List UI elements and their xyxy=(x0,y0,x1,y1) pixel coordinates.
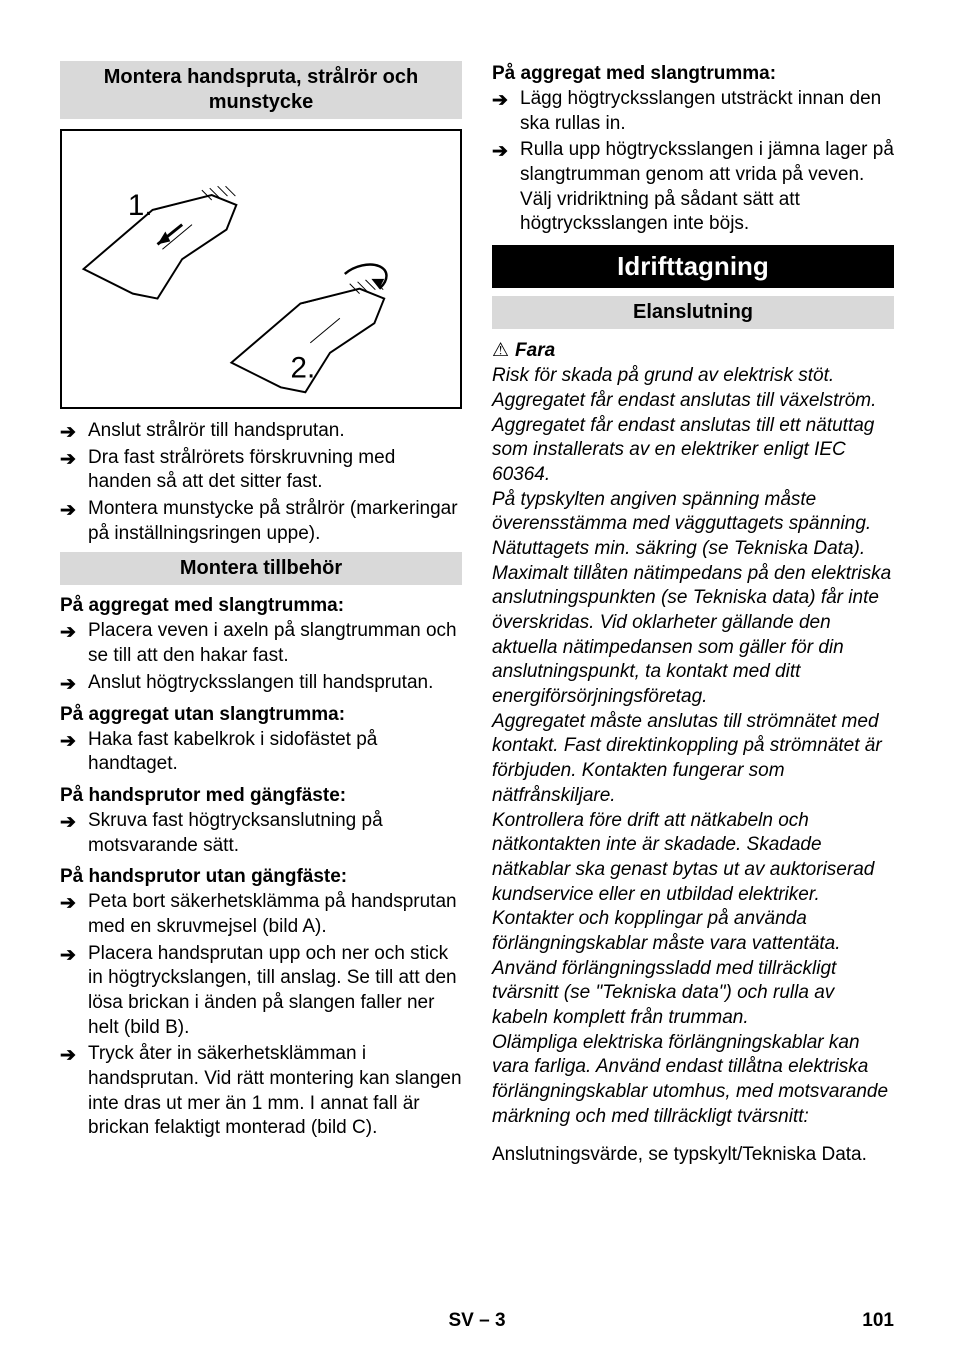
right-column: På aggregat med slangtrumma: ➔ Lägg högtr… xyxy=(492,55,894,1168)
list-item: ➔ Peta bort säkerhetsklämma på handspruta… xyxy=(60,890,462,939)
footer-language-page: SV – 3 xyxy=(448,1310,505,1332)
assembly-steps-list: ➔ Anslut strålrör till handsprutan. ➔ Dra … xyxy=(60,419,462,546)
arrow-icon: ➔ xyxy=(60,421,76,446)
hose-drum-right-list: ➔ Lägg högtrycksslangen utsträckt innan d… xyxy=(492,87,894,237)
figure-label-2: 2. xyxy=(291,351,316,384)
list-item: ➔ Placera veven i axeln på slangtrumman o… xyxy=(60,619,462,668)
list-text: Dra fast strålrörets förskruvning med ha… xyxy=(88,447,395,493)
hose-drum-list: ➔ Placera veven i axeln på slangtrumman o… xyxy=(60,619,462,695)
list-item: ➔ Dra fast strålrörets förskruvning med h… xyxy=(60,446,462,495)
danger-heading: ⚠ Fara xyxy=(492,339,894,362)
list-text: Lägg högtrycksslangen utsträckt innan de… xyxy=(520,88,881,134)
subheading-no-threaded-mount: På handsprutor utan gängfäste: xyxy=(60,866,462,888)
arrow-icon: ➔ xyxy=(60,499,76,524)
danger-label: Fara xyxy=(515,340,555,361)
arrow-icon: ➔ xyxy=(60,621,76,646)
arrow-icon: ➔ xyxy=(60,448,76,473)
subheading-threaded-mount: På handsprutor med gängfäste: xyxy=(60,785,462,807)
figure-label-1: 1. xyxy=(128,189,153,222)
section-heading-electrical: Elanslutning xyxy=(492,296,894,329)
list-text: Anslut strålrör till handsprutan. xyxy=(88,420,345,441)
list-item: ➔ Haka fast kabelkrok i sidofästet på han… xyxy=(60,728,462,777)
list-item: ➔ Montera munstycke på strålrör (markerin… xyxy=(60,497,462,546)
arrow-icon: ➔ xyxy=(492,89,508,114)
arrow-icon: ➔ xyxy=(60,811,76,836)
connection-value-note: Anslutningsvärde, se typskylt/Tekniska D… xyxy=(492,1143,894,1168)
warning-icon: ⚠ xyxy=(492,340,509,361)
list-item: ➔ Rulla upp högtrycksslangen i jämna lage… xyxy=(492,138,894,237)
list-text: Placera veven i axeln på slangtrumman oc… xyxy=(88,620,457,666)
list-item: ➔ Anslut strålrör till handsprutan. xyxy=(60,419,462,444)
section-heading-assembly: Montera handspruta, strålrör och munstyc… xyxy=(60,61,462,119)
left-column: Montera handspruta, strålrör och munstyc… xyxy=(60,55,462,1168)
subheading-without-hose-drum: På aggregat utan slangtrumma: xyxy=(60,704,462,726)
arrow-icon: ➔ xyxy=(60,673,76,698)
list-text: Rulla upp högtrycksslangen i jämna lager… xyxy=(520,139,894,234)
list-text: Montera munstycke på strålrör (markering… xyxy=(88,498,458,544)
list-item: ➔ Tryck åter in säkerhetsklämman i handsp… xyxy=(60,1042,462,1141)
no-hose-drum-list: ➔ Haka fast kabelkrok i sidofästet på han… xyxy=(60,728,462,777)
list-text: Anslut högtrycksslangen till handsprutan… xyxy=(88,672,433,693)
list-text: Haka fast kabelkrok i sidofästet på hand… xyxy=(88,729,377,775)
list-text: Skruva fast högtrycksanslutning på motsv… xyxy=(88,810,383,856)
assembly-diagram: 1. xyxy=(60,129,462,409)
list-text: Peta bort säkerhetsklämma på handsprutan… xyxy=(88,891,457,937)
arrow-icon: ➔ xyxy=(60,1044,76,1069)
page: Montera handspruta, strålrör och munstyc… xyxy=(0,0,954,1354)
list-item: ➔ Skruva fast högtrycksanslutning på mots… xyxy=(60,809,462,858)
spray-gun-illustration: 1. xyxy=(62,131,460,407)
arrow-icon: ➔ xyxy=(60,944,76,969)
chapter-heading-commissioning: Idrifttagning xyxy=(492,245,894,288)
list-text: Placera handsprutan upp och ner och stic… xyxy=(88,943,457,1038)
subheading-with-hose-drum: På aggregat med slangtrumma: xyxy=(60,595,462,617)
page-footer: SV – 3 101 xyxy=(0,1310,954,1332)
danger-body-text: Risk för skada på grund av elektrisk stö… xyxy=(492,364,894,1129)
arrow-icon: ➔ xyxy=(60,730,76,755)
footer-page-number: 101 xyxy=(862,1310,894,1332)
list-item: ➔ Anslut högtrycksslangen till handspruta… xyxy=(60,671,462,696)
no-threaded-mount-list: ➔ Peta bort säkerhetsklämma på handspruta… xyxy=(60,890,462,1141)
list-item: ➔ Placera handsprutan upp och ner och sti… xyxy=(60,942,462,1041)
threaded-mount-list: ➔ Skruva fast högtrycksanslutning på mots… xyxy=(60,809,462,858)
list-text: Tryck åter in säkerhetsklämman i handspr… xyxy=(88,1043,462,1138)
two-column-layout: Montera handspruta, strålrör och munstyc… xyxy=(60,55,894,1168)
arrow-icon: ➔ xyxy=(60,892,76,917)
list-item: ➔ Lägg högtrycksslangen utsträckt innan d… xyxy=(492,87,894,136)
subheading-with-hose-drum-right: På aggregat med slangtrumma: xyxy=(492,63,894,85)
section-heading-accessories: Montera tillbehör xyxy=(60,552,462,585)
arrow-icon: ➔ xyxy=(492,140,508,165)
